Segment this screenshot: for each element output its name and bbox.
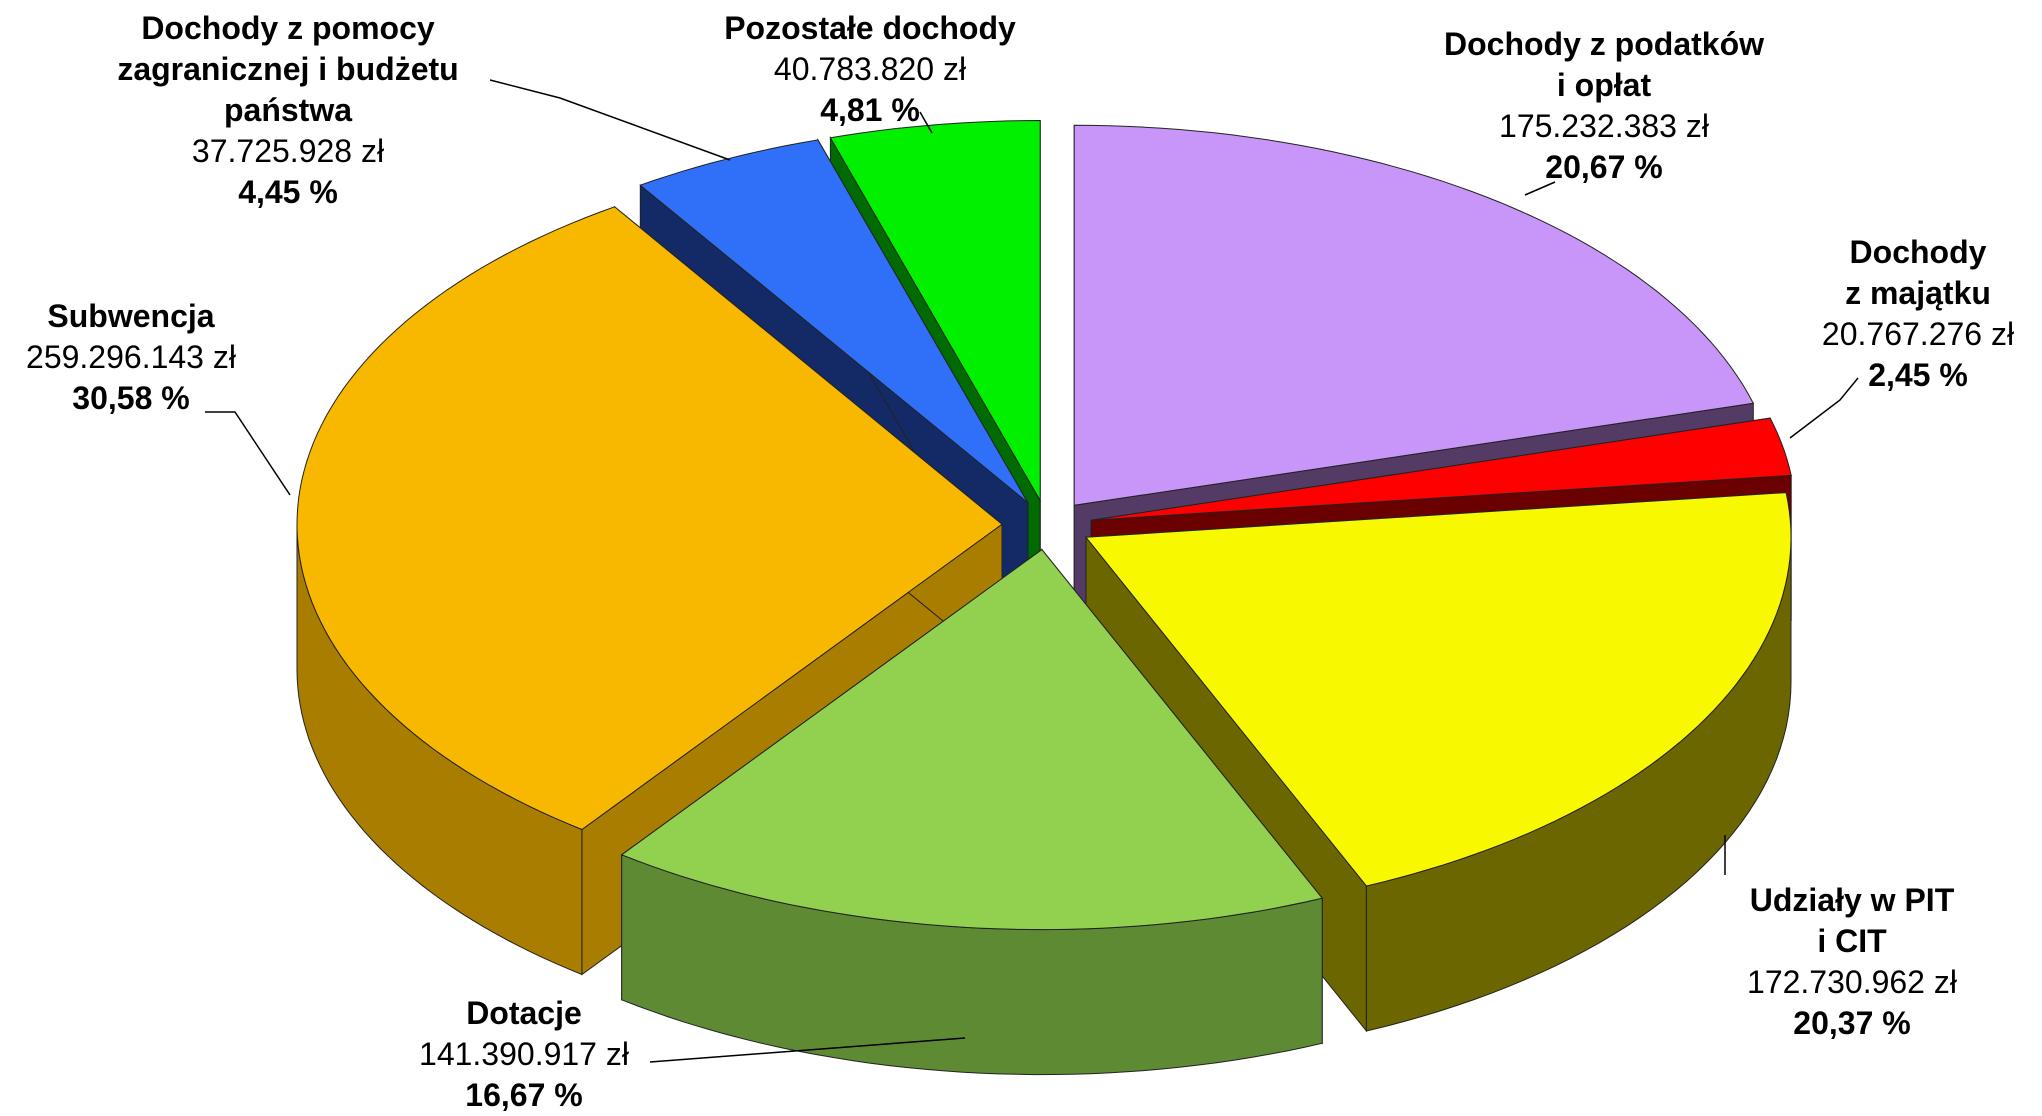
slice: [620, 548, 1324, 931]
leader-line: [1789, 377, 1859, 439]
slice: [1073, 124, 1755, 506]
data-label: Pozostałe dochody 40.783.820 zł 4,81 %: [724, 8, 1016, 131]
percent-label: 4,45 %: [238, 174, 338, 210]
category-label: Udziały w PIT i CIT: [1749, 882, 1955, 959]
data-label: Subwencja 259.296.143 zł 30,58 %: [26, 296, 236, 419]
category-label: Dotacje: [466, 995, 582, 1031]
percent-label: 30,58 %: [72, 380, 190, 416]
data-label: Dochody z podatków i opłat 175.232.383 zł…: [1444, 24, 1764, 188]
percent-label: 4,81 %: [820, 92, 920, 128]
amount-label: 172.730.962 zł: [1747, 964, 1957, 1000]
category-label: Dochody z majątku: [1845, 234, 1991, 311]
amount-label: 175.232.383 zł: [1499, 108, 1709, 144]
category-label: Subwencja: [47, 298, 215, 334]
leader-lines: [205, 79, 1859, 1063]
category-label: Dochody z pomocy zagranicznej i budżetu …: [117, 10, 459, 128]
percent-label: 2,45 %: [1868, 357, 1968, 393]
percent-label: 20,37 %: [1793, 1005, 1911, 1041]
amount-label: 40.783.820 zł: [773, 51, 967, 87]
leader-line: [649, 1037, 966, 1063]
slice: [296, 206, 1003, 831]
leader-line: [919, 111, 933, 134]
category-label: Dochody z podatków i opłat: [1444, 26, 1764, 103]
slices: [296, 119, 1792, 1076]
data-label: Dochody z pomocy zagranicznej i budżetu …: [117, 8, 458, 213]
data-label: Dochody z majątku 20.767.276 zł 2,45 %: [1822, 232, 2014, 396]
amount-label: 259.296.143 zł: [26, 339, 236, 375]
leader-line: [489, 79, 731, 161]
percent-label: 16,67 %: [465, 1077, 583, 1113]
amount-label: 20.767.276 zł: [1821, 316, 2015, 352]
leader-line: [205, 411, 291, 496]
slice: [829, 119, 1041, 503]
category-label: Pozostałe dochody: [724, 10, 1016, 46]
slice: [1091, 417, 1792, 521]
data-label: Udziały w PIT i CIT 172.730.962 zł 20,37 %: [1747, 880, 1957, 1044]
slice: [1085, 492, 1792, 887]
amount-label: 141.390.917 zł: [419, 1036, 629, 1072]
percent-label: 20,67 %: [1545, 149, 1663, 185]
data-label: Dotacje 141.390.917 zł 16,67 %: [419, 993, 629, 1116]
leader-line: [1524, 181, 1556, 196]
amount-label: 37.725.928 zł: [191, 133, 385, 169]
